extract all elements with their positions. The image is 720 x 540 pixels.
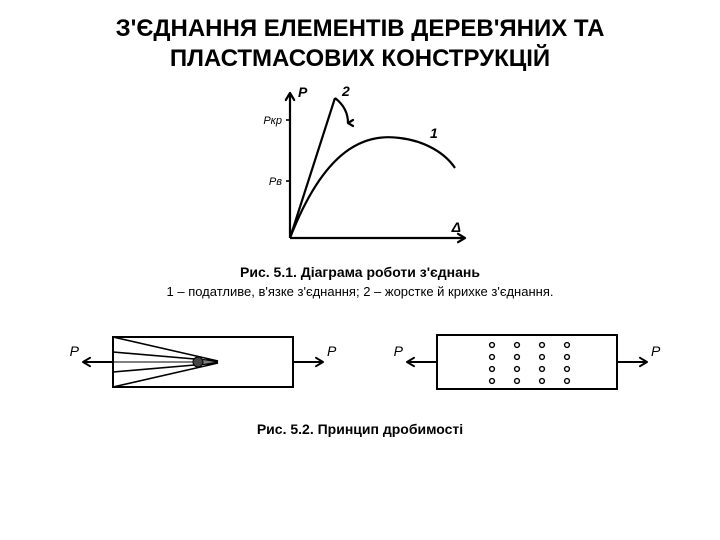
svg-text:2: 2 <box>341 83 350 99</box>
lower-diagrams: PP PP <box>0 317 720 407</box>
caption-5-2: Рис. 5.2. Принцип дробимості <box>0 421 720 437</box>
title-line-1: З'ЄДНАННЯ ЕЛЕМЕНТІВ ДЕРЕВ'ЯНИХ ТА <box>0 14 720 44</box>
svg-text:1: 1 <box>430 125 438 141</box>
legend-5-1: 1 – податливе, в'язке з'єднання; 2 – жор… <box>0 284 720 299</box>
svg-text:P: P <box>651 343 661 359</box>
svg-text:Δ: Δ <box>451 219 461 235</box>
page-title: З'ЄДНАННЯ ЕЛЕМЕНТІВ ДЕРЕВ'ЯНИХ ТА ПЛАСТМ… <box>0 0 720 74</box>
pegs-diagram: PP <box>372 317 672 407</box>
wedge-diagram: PP <box>48 317 348 407</box>
svg-text:P: P <box>298 84 308 100</box>
svg-text:P: P <box>327 343 337 359</box>
svg-text:P: P <box>70 343 80 359</box>
caption-5-1: Рис. 5.1. Діаграма роботи з'єднань <box>0 264 720 280</box>
title-line-2: ПЛАСТМАСОВИХ КОНСТРУКЦІЙ <box>0 44 720 74</box>
svg-text:P: P <box>394 343 404 359</box>
svg-text:Pв: Pв <box>269 176 282 188</box>
load-diagram: P Δ Pкр Pв 1 2 <box>230 78 490 258</box>
chart-container: P Δ Pкр Pв 1 2 <box>0 78 720 258</box>
svg-text:Pкр: Pкр <box>263 115 282 127</box>
